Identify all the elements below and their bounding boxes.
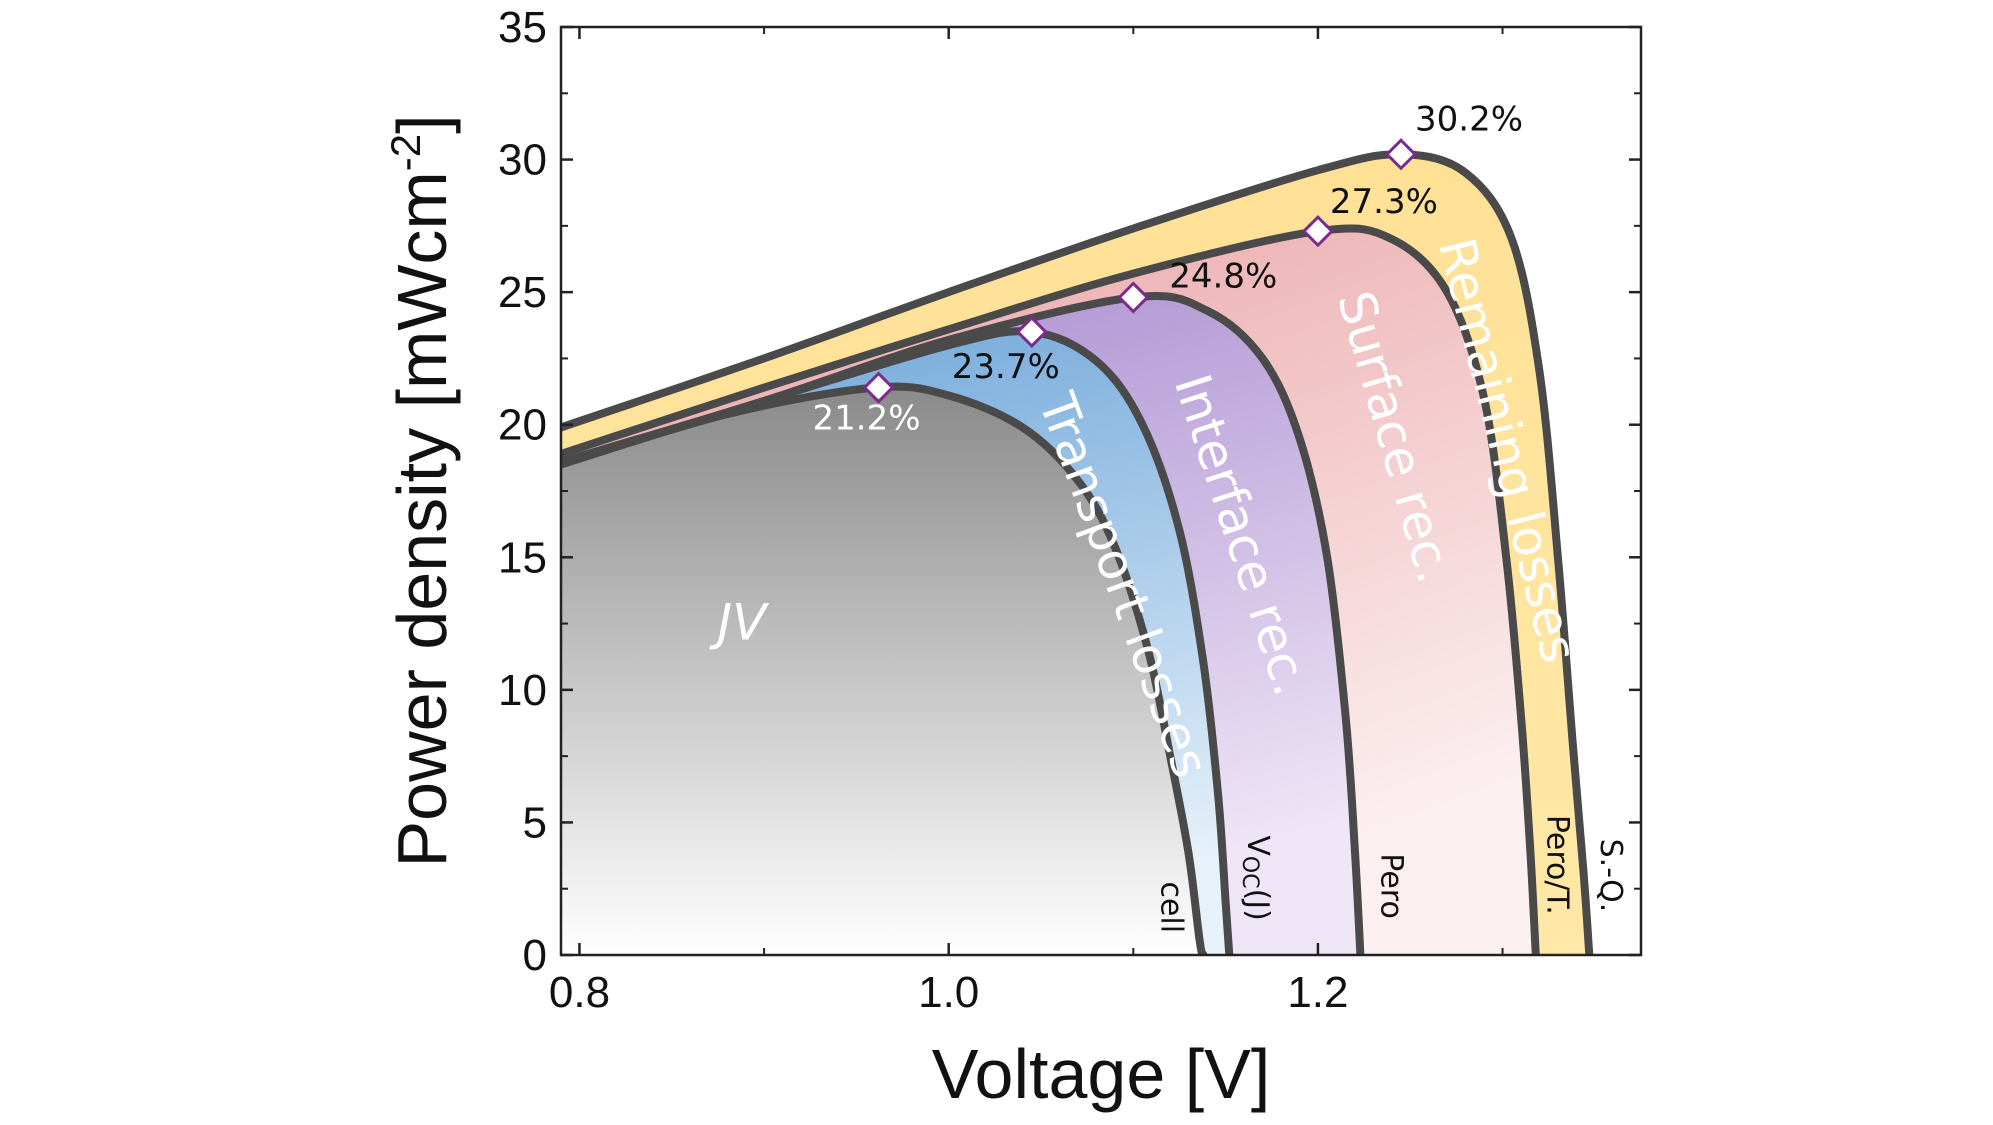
curve-end-label: S.-Q.: [1593, 839, 1628, 913]
axis-ticks: 0.8 1.0 1.2 0 5 10 15 20 25 30 35: [498, 3, 1641, 1017]
pce-label: 30.2%: [1415, 99, 1523, 139]
y-tick-label: 30: [498, 136, 547, 185]
y-tick-label: 5: [523, 798, 547, 847]
curve-end-label: VOC(J): [1237, 835, 1276, 920]
curve-end-label: cell: [1154, 881, 1189, 933]
x-tick-label: 1.2: [1287, 968, 1348, 1017]
series-layer: [561, 150, 1594, 955]
curve-s-q: [561, 150, 1594, 955]
mpp-marker: [1015, 315, 1048, 349]
y-tick-label: 10: [498, 666, 547, 715]
curve-end-label-tail: (J): [1241, 889, 1276, 921]
y-tick-label: 0: [523, 931, 547, 980]
curve-pero-t: [561, 224, 1540, 955]
curve-cell: [561, 382, 1208, 955]
mpp-marker: [1301, 215, 1335, 248]
curve-end-label: Pero/T.: [1540, 815, 1575, 915]
y-axis-title: Power density [mWcm-2]: [382, 114, 461, 867]
curve-voc-j: [561, 327, 1234, 955]
curve-label-layer: S.-Q. Pero/T. Pero VOC(J) cell: [1154, 815, 1628, 933]
curve-end-label-subscript: OC: [1237, 856, 1262, 889]
area-cell: [561, 386, 1204, 955]
mpp-marker-layer: [862, 138, 1418, 404]
curve-end-label-main: V: [1241, 835, 1276, 856]
y-tick-label: 25: [498, 268, 547, 317]
mpp-marker: [1384, 138, 1418, 171]
y-tick-label: 20: [498, 401, 547, 450]
pce-label: 21.2%: [813, 399, 921, 439]
pce-label-layer: 30.2% 27.3% 24.8% 23.7% 21.2%: [813, 99, 1523, 438]
y-tick-label: 35: [498, 3, 547, 52]
region-label: JV: [708, 594, 770, 652]
x-axis-title: Voltage [V]: [932, 1035, 1271, 1113]
y-axis-title-superscript: -2: [382, 134, 429, 171]
y-tick-label: 15: [498, 533, 547, 582]
x-tick-label: 0.8: [549, 968, 610, 1017]
pce-label: 24.8%: [1169, 256, 1277, 296]
mpp-marker: [862, 371, 895, 404]
y-axis-title-main: Power density [mWcm: [383, 171, 461, 867]
y-axis-title-tail: ]: [383, 114, 461, 133]
curve-end-label: Pero: [1373, 853, 1408, 919]
pce-label: 23.7%: [952, 347, 1060, 387]
mpp-marker: [1117, 281, 1150, 314]
pce-label: 27.3%: [1330, 182, 1438, 222]
x-tick-label: 1.0: [918, 968, 979, 1017]
